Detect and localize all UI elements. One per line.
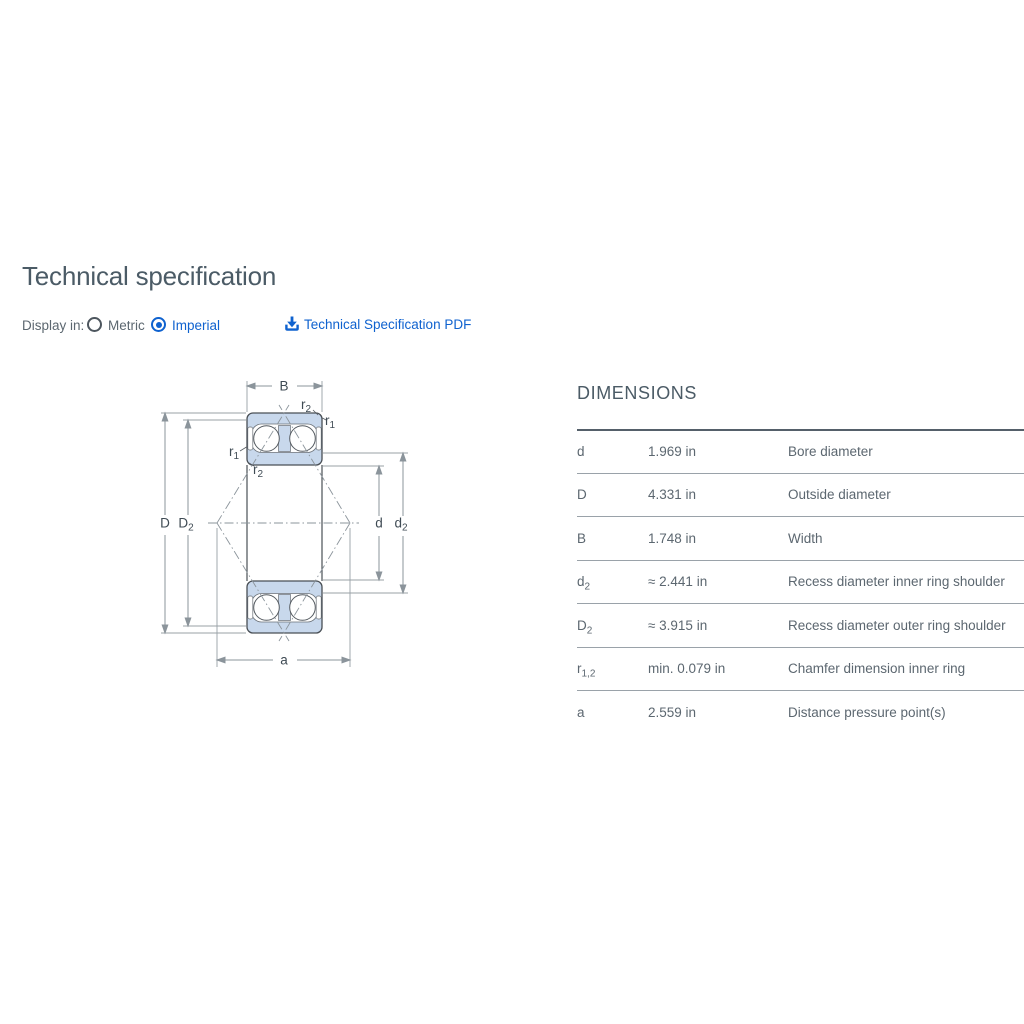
dimension-symbol: a (577, 704, 585, 720)
dimension-symbol: d (577, 444, 585, 460)
dim-label-D2: D2 (178, 516, 194, 534)
dimension-symbol: D2 (577, 617, 593, 637)
dimension-description: Recess diameter outer ring shoulder (788, 617, 1006, 633)
dimension-description: Chamfer dimension inner ring (788, 661, 966, 677)
dimension-symbol: D (577, 487, 587, 503)
dimension-value: ≈ 3.915 in (648, 617, 708, 633)
table-row: a 2.559 in Distance pressure point(s) (577, 690, 1024, 734)
dim-label-d2: d2 (394, 516, 408, 534)
table-row: d 1.969 in Bore diameter (577, 429, 1024, 473)
radio-metric-label[interactable]: Metric (108, 318, 145, 333)
unit-toggle-row: Display in: Metric Imperial Technical Sp… (0, 316, 1024, 336)
technical-specification-pdf-link[interactable]: Technical Specification PDF (284, 316, 471, 332)
table-row: D 4.331 in Outside diameter (577, 472, 1024, 517)
ball-top-right (289, 425, 316, 452)
bearing-top-section (246, 412, 323, 466)
contact-angle-lines (208, 404, 359, 642)
dimension-description: Outside diameter (788, 487, 891, 503)
radio-imperial-label[interactable]: Imperial (172, 318, 221, 333)
dimension-description: Distance pressure point(s) (788, 704, 946, 720)
download-icon (285, 316, 299, 331)
r-leader-lines (239, 409, 327, 467)
dim-label-r2-top: r2 (301, 397, 312, 415)
display-in-label: Display in: (22, 318, 85, 333)
pdf-link-label: Technical Specification PDF (304, 316, 472, 332)
dimension-symbol: d2 (577, 574, 591, 593)
radio-imperial[interactable] (151, 317, 166, 332)
dimension-value: 4.331 in (648, 487, 697, 503)
dim-label-a: a (280, 653, 288, 668)
table-row: D2 ≈ 3.915 in Recess diameter outer ring… (577, 603, 1024, 647)
table-row: B 1.748 in Width (577, 516, 1024, 560)
ball-top-left (253, 425, 280, 452)
dimension-symbol: B (577, 530, 587, 546)
dim-label-D: D (160, 516, 170, 531)
page-title: Technical specification (22, 261, 277, 291)
dimension-value: 2.559 in (648, 704, 697, 720)
dimension-description: Recess diameter inner ring shoulder (788, 574, 1005, 590)
dim-label-r1-right: r1 (325, 413, 336, 431)
dimension-value: min. 0.079 in (648, 661, 726, 677)
dimensions-table: d 1.969 in Bore diameter D 4.331 in Outs… (577, 429, 1024, 734)
dimensions-heading: DIMENSIONS (577, 383, 698, 403)
dimension-value: 1.969 in (648, 444, 697, 460)
dimension-symbol: r1,2 (577, 661, 596, 680)
dim-label-r1-left: r1 (229, 444, 240, 462)
dimension-description: Width (788, 530, 823, 546)
dimension-value: 1.748 in (648, 530, 697, 546)
dimension-lines (161, 382, 407, 664)
bearing-bottom-section (246, 580, 323, 634)
dim-label-d: d (375, 516, 383, 531)
dim-label-r2-left: r2 (253, 462, 264, 480)
bearing-cross-section-drawing: B a D D2 d d2 r2 r1 r1 r2 (160, 379, 408, 668)
dimension-description: Bore diameter (788, 444, 873, 460)
radio-metric[interactable] (87, 317, 102, 332)
dimension-value: ≈ 2.441 in (648, 574, 708, 590)
dim-label-B: B (279, 379, 288, 394)
table-row: d2 ≈ 2.441 in Recess diameter inner ring… (577, 559, 1024, 604)
table-row: r1,2 min. 0.079 in Chamfer dimension inn… (577, 646, 1024, 691)
